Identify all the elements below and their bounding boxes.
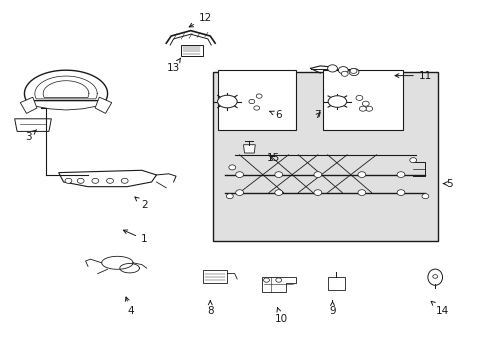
Circle shape — [313, 190, 321, 195]
Circle shape — [313, 172, 321, 177]
Circle shape — [357, 190, 365, 195]
Text: 11: 11 — [394, 71, 431, 81]
Polygon shape — [261, 277, 295, 292]
Polygon shape — [15, 119, 51, 131]
Circle shape — [263, 278, 269, 282]
Text: 7: 7 — [314, 110, 321, 120]
Circle shape — [256, 94, 262, 98]
Bar — [217, 70, 295, 130]
Ellipse shape — [217, 95, 237, 108]
Circle shape — [77, 178, 84, 183]
Text: 13: 13 — [166, 58, 180, 73]
Polygon shape — [95, 97, 112, 113]
Circle shape — [359, 106, 366, 111]
Polygon shape — [20, 97, 37, 113]
Circle shape — [235, 172, 243, 177]
Circle shape — [355, 95, 362, 100]
Circle shape — [327, 65, 337, 72]
Bar — [327, 277, 344, 290]
Circle shape — [226, 194, 233, 199]
Text: 10: 10 — [274, 308, 287, 324]
Ellipse shape — [327, 96, 346, 107]
Circle shape — [275, 278, 281, 282]
Polygon shape — [243, 145, 255, 153]
Text: 9: 9 — [328, 301, 335, 316]
Circle shape — [92, 178, 99, 183]
Circle shape — [362, 101, 368, 106]
Text: 2: 2 — [135, 197, 147, 210]
Text: 15: 15 — [266, 153, 280, 163]
Bar — [181, 45, 203, 56]
Circle shape — [357, 172, 365, 177]
Text: 6: 6 — [269, 110, 282, 120]
Text: 12: 12 — [189, 13, 212, 27]
Circle shape — [274, 190, 282, 195]
Text: 8: 8 — [206, 301, 213, 316]
Circle shape — [341, 71, 347, 76]
Text: 14: 14 — [430, 301, 448, 316]
Circle shape — [235, 190, 243, 195]
Circle shape — [365, 106, 372, 111]
Polygon shape — [24, 70, 107, 100]
Polygon shape — [59, 170, 156, 186]
Bar — [203, 270, 227, 283]
Circle shape — [106, 178, 113, 183]
Bar — [322, 70, 403, 130]
Text: 4: 4 — [125, 297, 134, 316]
Circle shape — [421, 194, 428, 199]
Circle shape — [432, 275, 437, 278]
Circle shape — [274, 172, 282, 177]
Circle shape — [121, 178, 128, 183]
Ellipse shape — [427, 269, 442, 285]
Circle shape — [396, 190, 404, 195]
Text: 5: 5 — [443, 179, 452, 189]
Circle shape — [396, 172, 404, 177]
Bar — [212, 72, 437, 241]
Circle shape — [349, 68, 356, 73]
Text: 1: 1 — [123, 230, 147, 244]
Circle shape — [348, 68, 358, 76]
Circle shape — [338, 67, 347, 74]
Circle shape — [248, 99, 254, 104]
Circle shape — [409, 158, 416, 163]
Circle shape — [65, 178, 72, 183]
Circle shape — [228, 165, 235, 170]
Text: 3: 3 — [25, 130, 37, 142]
Circle shape — [253, 106, 259, 110]
